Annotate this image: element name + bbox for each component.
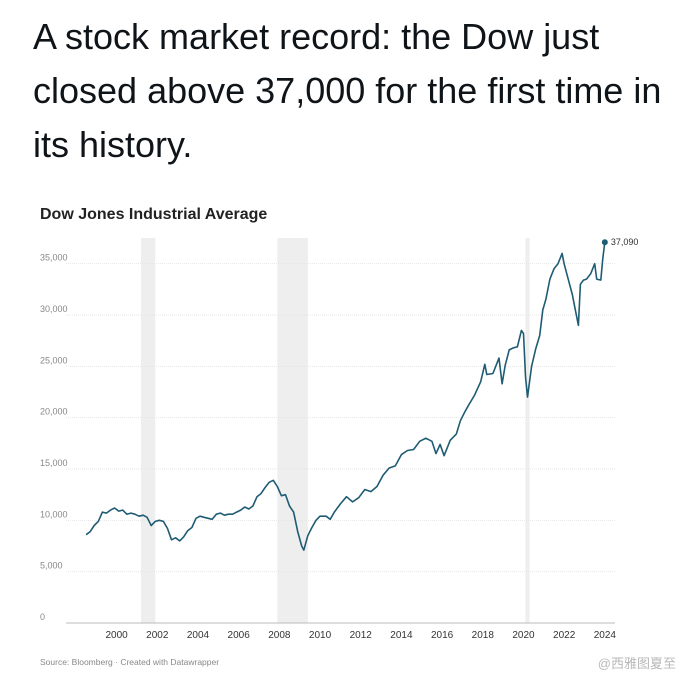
y-tick-label: 35,000: [40, 253, 68, 263]
latest-value-label: 37,090: [611, 237, 639, 247]
x-tick-label: 2004: [187, 630, 210, 641]
x-tick-label: 2000: [105, 630, 128, 641]
recession-band-0: [141, 238, 156, 623]
x-tick-label: 2008: [268, 630, 291, 641]
y-tick-label: 25,000: [40, 355, 68, 365]
y-tick-label: 30,000: [40, 304, 68, 314]
x-tick-label: 2006: [228, 630, 251, 641]
watermark: @西雅图夏至: [597, 656, 676, 671]
x-tick-label: 2020: [512, 630, 535, 641]
chart-title: Dow Jones Industrial Average: [40, 206, 268, 223]
x-tick-label: 2022: [553, 630, 576, 641]
latest-point: [601, 239, 608, 246]
y-tick-label: 5,000: [40, 561, 63, 571]
x-tick-label: 2012: [350, 630, 373, 641]
recession-band-2: [525, 238, 530, 623]
x-tick-label: 2010: [309, 630, 332, 641]
chart-source: Source: Bloomberg · Created with Datawra…: [40, 657, 220, 667]
series-line-0: [85, 242, 606, 551]
y-tick-label: 10,000: [40, 509, 68, 519]
line-chart: 0 5,000 10,000 15,000 20,000 25,000 30,000 35,0…: [40, 237, 639, 641]
post-headline: A stock market record: the Dow just clos…: [33, 16, 662, 165]
x-tick-label: 2024: [594, 630, 617, 641]
x-tick-label: 2018: [472, 630, 495, 641]
x-tick-label: 2016: [431, 630, 454, 641]
x-tick-label: 2014: [390, 630, 413, 641]
x-tick-label: 2002: [146, 630, 169, 641]
y-tick-label: 20,000: [40, 407, 68, 417]
y-tick-label: 15,000: [40, 458, 68, 468]
y-tick-label: 0: [40, 612, 45, 622]
recession-band-1: [277, 238, 308, 623]
